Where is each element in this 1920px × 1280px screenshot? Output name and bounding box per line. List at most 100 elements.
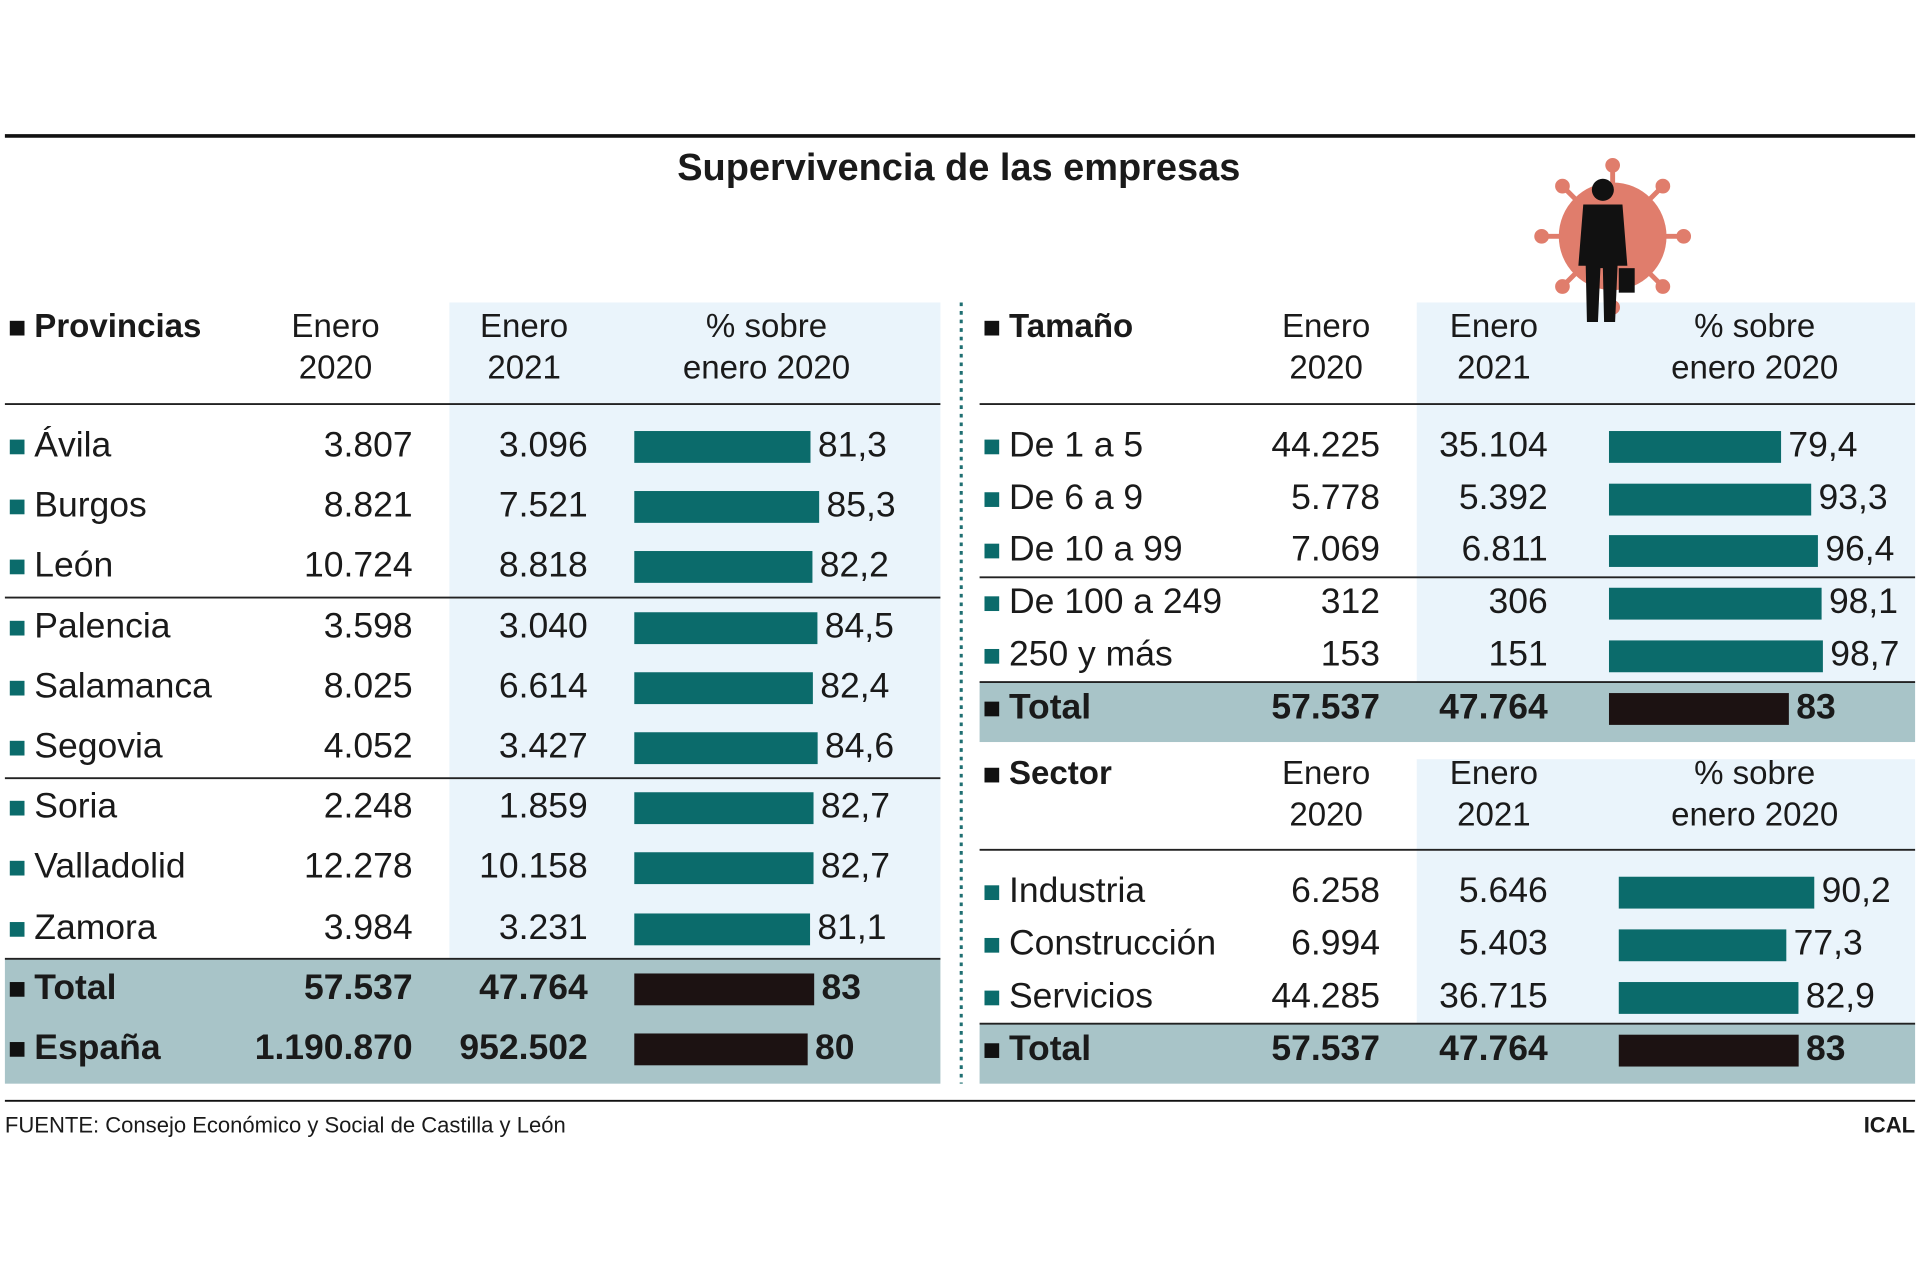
row-label: Valladolid (34, 846, 185, 886)
cell-2021: 3.096 (499, 424, 588, 464)
column-header: Enero (1282, 755, 1370, 792)
row-label: Burgos (34, 484, 146, 524)
row-label: Soria (34, 786, 117, 826)
column-header: Enero (1450, 308, 1538, 345)
row-label: De 10 a 99 (1009, 528, 1183, 568)
bar-value-label: 83 (822, 967, 862, 1007)
bullet (984, 543, 1000, 559)
bar-value-label: 96,4 (1825, 528, 1894, 568)
row-label: Segovia (34, 726, 163, 766)
bar (1618, 929, 1787, 962)
cell-2020: 6.258 (1291, 870, 1380, 910)
cell-2021: 6.614 (499, 666, 588, 706)
cell-2021: 47.764 (479, 967, 588, 1007)
cell-2020: 3.807 (324, 424, 413, 464)
bar-value-label: 84,5 (825, 606, 894, 646)
bar (1608, 535, 1818, 567)
bar-value-label: 77,3 (1794, 923, 1863, 963)
cell-2020: 57.537 (1271, 1028, 1380, 1068)
column-header: 2020 (1289, 350, 1363, 387)
bar (1618, 1034, 1799, 1067)
row-label: De 6 a 9 (1009, 477, 1143, 517)
credit: ICAL (1864, 1112, 1915, 1137)
cell-2021: 1.859 (499, 786, 588, 826)
bullet (984, 701, 1000, 717)
bar (634, 913, 811, 946)
cell-2021: 8.818 (499, 544, 588, 584)
column-header: Enero (480, 308, 568, 345)
row-label: Total (1009, 1028, 1091, 1068)
bullet (984, 648, 1000, 664)
cell-2020: 44.225 (1271, 424, 1380, 464)
bullet (9, 559, 25, 575)
column-header: 2020 (1289, 796, 1363, 833)
cell-2021: 7.521 (499, 484, 588, 524)
bullet (984, 767, 1000, 783)
bar-value-label: 81,1 (817, 907, 886, 947)
cell-2021: 5.403 (1459, 923, 1548, 963)
header-label: Tamaño (1009, 308, 1133, 345)
cell-2021: 47.764 (1439, 686, 1548, 726)
bullet (984, 492, 1000, 507)
bullet (9, 982, 25, 997)
column-header: Enero (1282, 308, 1370, 345)
bar-value-label: 82,7 (821, 846, 890, 886)
cell-2020: 7.069 (1291, 528, 1380, 568)
row-label: Total (34, 967, 116, 1007)
header-label: Sector (1009, 755, 1112, 792)
bullet (9, 499, 25, 515)
cell-2020: 8.025 (324, 666, 413, 706)
column-header: Enero (291, 308, 379, 345)
bar (1618, 876, 1815, 909)
cell-2021: 5.392 (1459, 477, 1548, 517)
column-header: 2021 (1457, 796, 1531, 833)
bullet (984, 1043, 1000, 1058)
bar-value-label: 79,4 (1788, 424, 1857, 464)
column-header: 2021 (487, 350, 561, 387)
cell-2020: 44.285 (1271, 975, 1380, 1015)
cell-2021: 6.811 (1462, 528, 1548, 568)
bar (1608, 587, 1822, 620)
bar (1608, 693, 1789, 725)
row-label: Salamanca (34, 666, 212, 706)
bullet (9, 800, 25, 816)
bar-value-label: 82,7 (821, 786, 890, 826)
bullet (984, 990, 1000, 1006)
cell-2020: 6.994 (1291, 923, 1380, 963)
bar-value-label: 83 (1796, 686, 1836, 726)
header-label: Provincias (34, 308, 201, 345)
bar (1618, 982, 1799, 1014)
column-header: % sobre (1694, 755, 1815, 792)
column-header: % sobre (1694, 308, 1815, 345)
bullet (9, 860, 25, 876)
cell-2021: 952.502 (459, 1027, 587, 1067)
bullet (984, 885, 1000, 901)
tables: Provincias Enero 2020 Enero 2021 % sobre enero… (4, 302, 1916, 1084)
bar (634, 491, 820, 523)
bar-value-label: 80 (815, 1027, 854, 1067)
bar (634, 551, 813, 583)
cell-2021: 35.104 (1439, 424, 1548, 464)
row-label: Construcción (1009, 923, 1216, 963)
bullet (9, 439, 25, 455)
cell-2020: 5.778 (1291, 477, 1380, 517)
bullet (984, 439, 1000, 455)
bar-value-label: 83 (1806, 1028, 1845, 1068)
cell-2020: 3.984 (324, 907, 413, 947)
column-header: 2020 (299, 350, 373, 387)
cell-2020: 1.190.870 (255, 1027, 413, 1067)
column-header: Enero (1450, 755, 1538, 792)
row-label: Total (1009, 686, 1091, 726)
bullet (9, 922, 25, 937)
cell-2021: 3.231 (499, 907, 588, 947)
bar (634, 732, 818, 765)
cell-2020: 2.248 (324, 786, 413, 826)
cell-2020: 8.821 (324, 484, 413, 524)
cell-2021: 36.715 (1439, 975, 1548, 1015)
row-label: Palencia (34, 606, 170, 646)
row-label: Zamora (34, 907, 157, 947)
bar (634, 1033, 808, 1066)
bar-value-label: 93,3 (1819, 477, 1888, 517)
